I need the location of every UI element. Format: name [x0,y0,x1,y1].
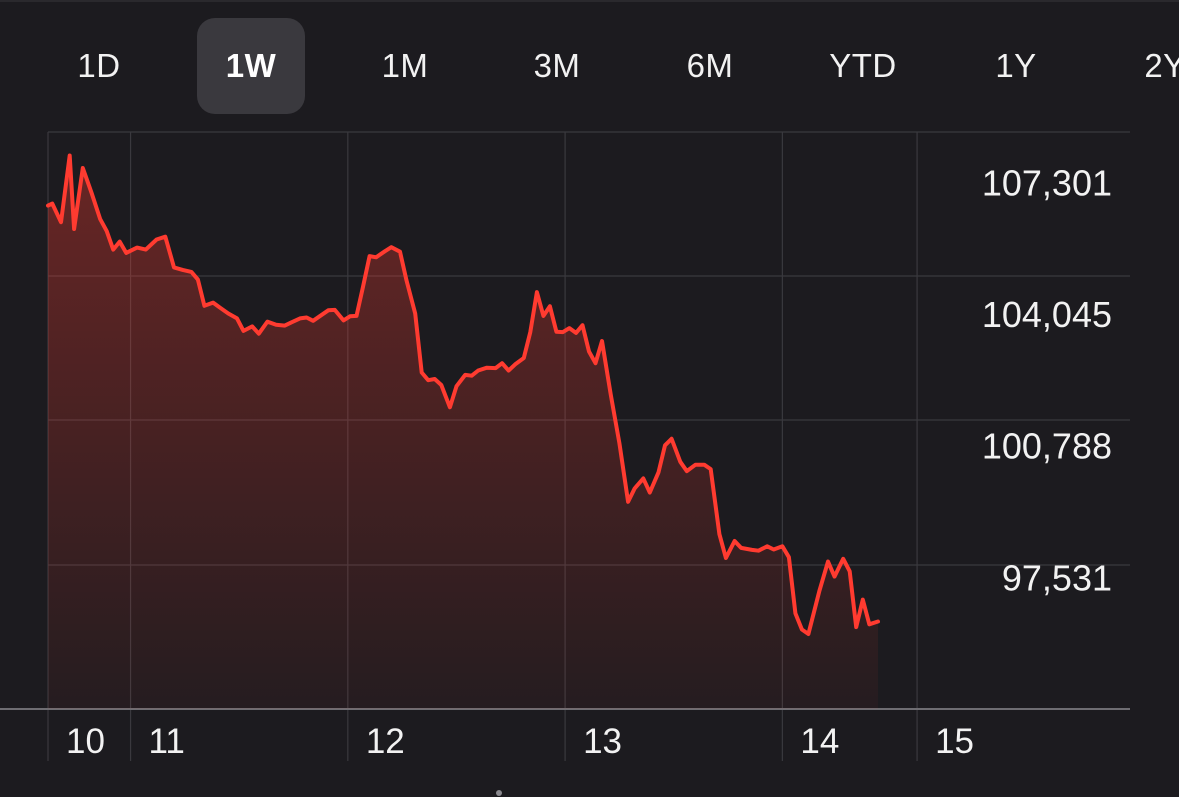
chart-area [46,153,880,709]
x-tick-label: 13 [583,722,622,761]
range-tab-2y[interactable]: 2Y [1144,47,1179,84]
chart-labels: 107,301 104,045 100,788 97,531 10 11 12 13 14 15 [66,163,1112,761]
price-line[interactable] [46,153,880,636]
x-tick-label: 11 [149,722,185,761]
price-area-fill [48,155,878,709]
y-tick-label: 100,788 [982,426,1112,467]
x-tick-label: 12 [366,722,405,761]
range-tab-1d[interactable]: 1D [77,47,121,84]
range-tab-1y[interactable]: 1Y [995,47,1037,84]
range-tab-3m[interactable]: 3M [533,47,581,84]
home-indicator-dot [496,790,502,796]
x-tick-label: 14 [800,722,839,761]
time-range-selector: 1D 1W 1M 3M 6M YTD 1Y 2Y [0,18,1179,114]
y-tick-label: 97,531 [1002,557,1112,598]
y-tick-label: 104,045 [982,294,1112,335]
range-tab-1m[interactable]: 1M [381,47,429,84]
top-divider [0,0,1179,2]
x-tick-label: 15 [935,722,974,761]
range-tab-1w[interactable]: 1W [197,18,305,114]
x-tick-label: 10 [66,722,105,761]
range-tab-ytd[interactable]: YTD [829,47,897,84]
y-tick-label: 107,301 [982,163,1112,204]
range-tab-6m[interactable]: 6M [686,47,734,84]
